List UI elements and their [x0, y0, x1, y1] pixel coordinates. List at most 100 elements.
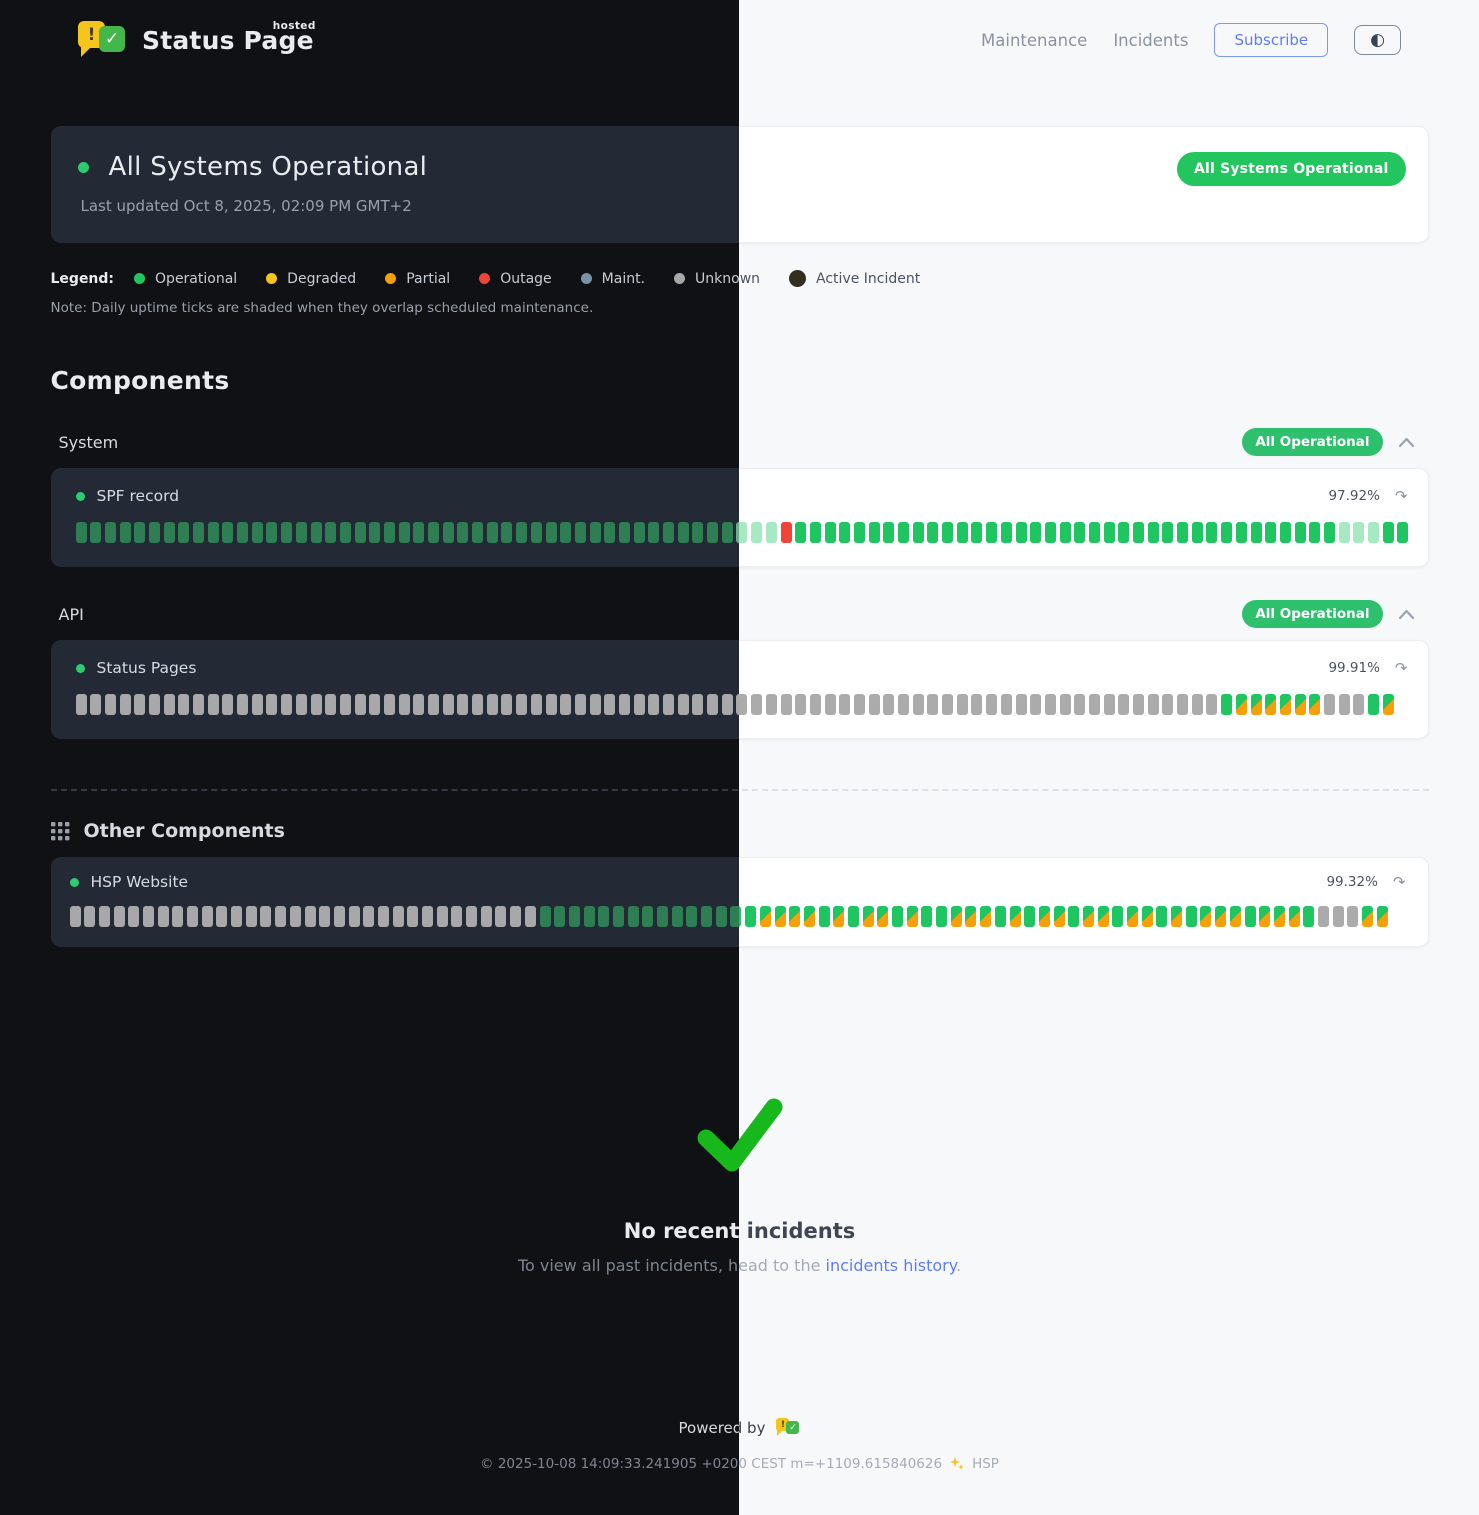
uptime-tick [971, 522, 983, 543]
uptime-tick [1059, 694, 1071, 715]
uptime-tick [383, 694, 395, 715]
uptime-tick [398, 522, 410, 543]
uptime-tick [530, 694, 542, 715]
uptime-tick [472, 694, 484, 715]
uptime-tick [392, 906, 404, 927]
legend-label: Legend: [50, 270, 115, 287]
uptime-tick-bar[interactable] [739, 694, 1404, 715]
uptime-tick [1191, 694, 1203, 715]
uptime-tick [721, 694, 733, 715]
components-heading: Components [50, 366, 230, 395]
logo-check-square: ✓ [99, 26, 125, 52]
group-name: API [58, 604, 84, 624]
uptime-tick [201, 906, 213, 927]
legend-item-partial: Partial [385, 271, 450, 287]
uptime-tick [574, 522, 586, 543]
theme-toggle-button[interactable]: ◐ [1354, 24, 1401, 56]
uptime-tick [516, 694, 528, 715]
component-row: SPF record 97.92% ↷ [739, 487, 1409, 543]
uptime-tick [809, 694, 821, 715]
grid-icon [50, 821, 70, 841]
uptime-tick [148, 522, 160, 543]
component-status-dot [69, 877, 79, 887]
uptime-tick [457, 694, 469, 715]
uptime-tick [1030, 694, 1042, 715]
brand-logo-icon: ! ✓ [78, 17, 128, 63]
uptime-tick [730, 906, 742, 927]
uptime-tick [178, 694, 190, 715]
uptime-tick [560, 694, 572, 715]
group-status-badge: All Operational [1242, 600, 1383, 628]
uptime-tick [501, 522, 513, 543]
uptime-tick [994, 906, 1006, 927]
uptime-tick [795, 522, 807, 543]
uptime-tick-bar[interactable] [739, 522, 1409, 543]
uptime-tick [936, 906, 948, 927]
uptime-tick [231, 906, 243, 927]
uptime-tick [295, 694, 307, 715]
uptime-tick [912, 522, 924, 543]
uptime-tick [289, 906, 301, 927]
chevron-up-icon[interactable] [1398, 437, 1415, 448]
uptime-tick [1288, 906, 1300, 927]
footer-logo-icon[interactable]: ! ✓ [776, 1417, 800, 1439]
subscribe-button[interactable]: Subscribe [1214, 23, 1329, 57]
uptime-tick [1177, 522, 1189, 543]
uptime-tick [1368, 694, 1379, 715]
uptime-tick [1250, 522, 1262, 543]
uptime-tick [1162, 522, 1174, 543]
uptime-tick [1332, 906, 1344, 927]
uptime-tick [803, 906, 815, 927]
uptime-tick [759, 906, 771, 927]
copyright-line: © 2025-10-08 14:09:33.241905 +0200 CEST … [739, 1456, 1429, 1472]
uptime-tick [686, 906, 698, 927]
uptime-tick [237, 522, 249, 543]
active-incident-dot [789, 270, 807, 287]
nav-maintenance[interactable]: Maintenance [981, 30, 1088, 50]
uptime-tick [721, 522, 733, 543]
uptime-tick [134, 694, 146, 715]
uptime-tick [1185, 906, 1197, 927]
uptime-tick [1103, 694, 1115, 715]
uptime-tick [942, 694, 954, 715]
uptime-tick [480, 906, 492, 927]
uptime-tick [1279, 522, 1291, 543]
uptime-tick [207, 522, 219, 543]
uptime-tick [266, 694, 278, 715]
uptime-tick [163, 694, 175, 715]
refresh-icon[interactable]: ↷ [1394, 659, 1408, 677]
uptime-tick [739, 522, 748, 543]
logo-exclamation-bubble: ! [776, 1418, 790, 1436]
uptime-tick [1097, 906, 1109, 927]
uptime-percentage: 97.92% [1328, 488, 1380, 504]
component-status-dot [75, 491, 85, 501]
uptime-tick [1000, 694, 1012, 715]
uptime-tick [912, 694, 924, 715]
uptime-tick [295, 522, 307, 543]
brand[interactable]: ! ✓ Status Page hosted [78, 17, 315, 63]
uptime-tick [1088, 522, 1100, 543]
uptime-tick [692, 694, 704, 715]
no-incidents-check [739, 1095, 1429, 1175]
uptime-tick [237, 694, 249, 715]
nav-incidents[interactable]: Incidents [1113, 30, 1189, 50]
uptime-tick [707, 694, 719, 715]
uptime-tick [501, 694, 513, 715]
uptime-tick [780, 694, 792, 715]
uptime-tick [422, 906, 433, 927]
chevron-up-icon[interactable] [1398, 609, 1415, 620]
incidents-history-link[interactable]: incidents history [825, 1256, 956, 1275]
component-name: Status Pages [96, 659, 197, 677]
uptime-tick [1294, 522, 1306, 543]
refresh-icon[interactable]: ↷ [1392, 873, 1406, 891]
uptime-tick [325, 522, 337, 543]
uptime-tick-bar[interactable] [739, 906, 1410, 927]
legend: Legend: Operational Degraded Partial Out… [739, 270, 1429, 287]
uptime-tick [193, 694, 204, 715]
uptime-tick [1250, 694, 1262, 715]
uptime-tick [377, 906, 389, 927]
refresh-icon[interactable]: ↷ [1394, 487, 1408, 505]
uptime-tick [304, 906, 316, 927]
operational-dot [134, 273, 146, 284]
uptime-tick [677, 694, 689, 715]
